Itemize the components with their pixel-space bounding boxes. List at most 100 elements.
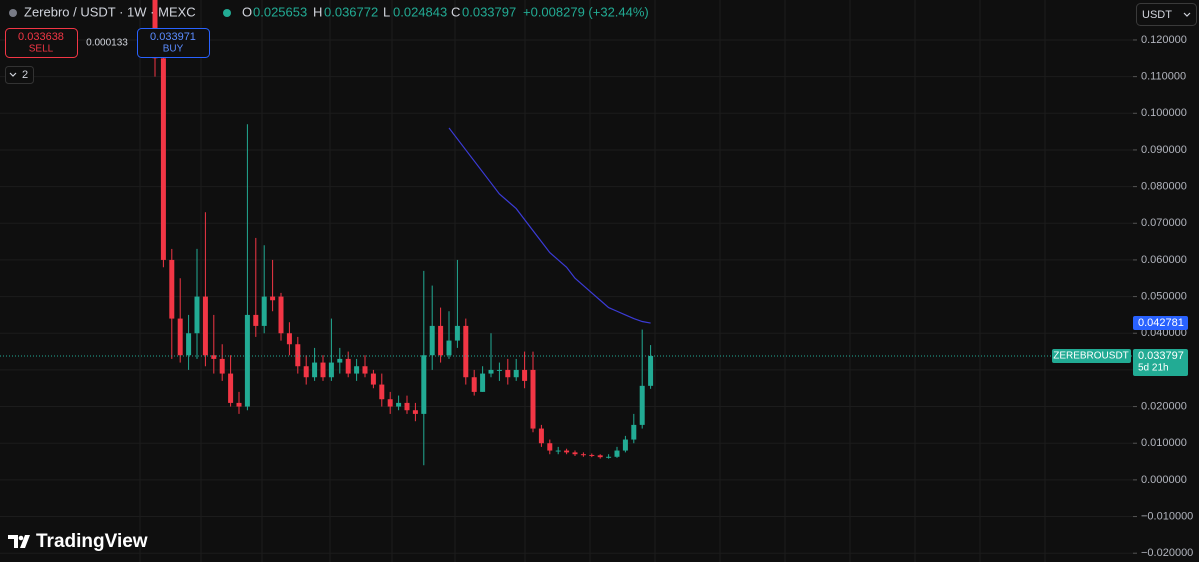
candle-body	[555, 450, 561, 452]
candle-body	[160, 58, 166, 260]
ma-line	[448, 127, 651, 324]
candle-body	[244, 314, 250, 407]
candle-body	[522, 369, 528, 381]
candle-body	[639, 385, 645, 425]
candle-body	[597, 455, 603, 458]
candle-body	[496, 369, 502, 371]
candle-body	[202, 296, 208, 356]
candle-body	[219, 358, 225, 374]
candle-body	[564, 450, 570, 453]
candle-body	[312, 362, 318, 378]
candle-body	[177, 318, 183, 356]
y-tick-label: 0.080000	[1141, 181, 1187, 193]
logo-dot	[18, 535, 24, 541]
y-tick-label: 0.070000	[1141, 217, 1187, 229]
buy-label: BUY	[163, 44, 184, 55]
indicator-count: 2	[22, 69, 28, 81]
sell-button[interactable]	[5, 28, 78, 58]
chevron	[1183, 12, 1191, 17]
candle-body	[622, 439, 628, 451]
y-tick-label: 0.050000	[1141, 290, 1187, 302]
candle-body	[412, 410, 418, 414]
candle-body	[438, 325, 444, 356]
candle-body	[421, 355, 427, 414]
candle-body	[186, 333, 192, 356]
candle-body	[530, 369, 536, 429]
candle-body	[169, 259, 175, 319]
ohlc-label: C	[451, 4, 460, 19]
logo: TradingView	[8, 531, 148, 552]
ma-price-label: 0.042781	[1138, 317, 1184, 329]
sell-label: SELL	[29, 44, 54, 55]
symbol-title: Zerebro / USDT · 1W · MEXC	[24, 4, 196, 19]
y-tick-label: −0.020000	[1141, 547, 1193, 559]
candle-body	[270, 296, 276, 301]
candle-body	[648, 355, 654, 386]
candle-body	[286, 333, 292, 345]
candle-body	[547, 443, 553, 451]
chevron	[9, 72, 17, 77]
candle-body	[429, 325, 435, 356]
last-price-label: 0.033797	[1138, 350, 1184, 362]
ohlc-label: H	[313, 4, 322, 19]
candle-body	[606, 456, 612, 458]
buy-button[interactable]	[137, 28, 210, 58]
candle-body	[404, 402, 410, 411]
countdown: 5d 21h	[1138, 363, 1169, 374]
change: +0.008279 (+32.44%)	[523, 4, 649, 19]
last-price-tag	[1133, 348, 1188, 376]
market-status	[223, 9, 231, 17]
symbol-label: ZEREBROUSDT	[1053, 351, 1129, 362]
candle-body	[572, 452, 578, 455]
plot	[0, 0, 1133, 466]
ohlc-value: 0.025653	[253, 4, 307, 19]
candle-body	[228, 373, 234, 403]
buy-price: 0.033971	[150, 31, 196, 43]
candle-body	[463, 325, 469, 378]
y-tick-label: 0.040000	[1141, 327, 1187, 339]
ohlc-value: 0.033797	[462, 4, 516, 19]
candle-body	[253, 314, 259, 326]
currency-select[interactable]	[1136, 3, 1197, 26]
symbol-icon	[9, 9, 17, 17]
y-tick-label: 0.090000	[1141, 144, 1187, 156]
ohlc-value: 0.024843	[393, 4, 447, 19]
candle-body	[194, 296, 200, 334]
candle-body	[396, 402, 402, 407]
candle-body	[236, 402, 242, 407]
ohlc-label: L	[383, 4, 390, 19]
candle-body	[345, 358, 351, 374]
ohlc-value: 0.036772	[324, 4, 378, 19]
candle-body	[454, 325, 460, 341]
y-tick-label: 0.010000	[1141, 437, 1187, 449]
symbol-tag	[1052, 348, 1131, 363]
candle-body	[538, 428, 544, 444]
candle-body	[387, 399, 393, 407]
spread: 0.000133	[86, 38, 128, 49]
indicators-toggle[interactable]	[5, 66, 34, 84]
candle-body	[354, 366, 360, 374]
ohlc-label: O	[242, 4, 252, 19]
ma-price-tag	[1133, 316, 1188, 331]
candle-body	[513, 369, 519, 378]
candle-body	[295, 344, 301, 367]
candle-body	[471, 377, 477, 392]
candle-body	[328, 362, 334, 378]
candle-body	[480, 373, 486, 392]
y-tick-label: −0.010000	[1141, 510, 1193, 522]
candle-body	[362, 366, 368, 374]
candle-body	[580, 454, 586, 456]
candle-body	[379, 384, 385, 400]
candle-body	[320, 362, 326, 378]
candle-body	[337, 358, 343, 363]
candle-body	[303, 366, 309, 378]
time-grid	[139, 0, 1046, 562]
y-tick-label: 0.110000	[1141, 71, 1186, 83]
candle-body	[446, 340, 452, 356]
sell-price: 0.033638	[18, 31, 64, 43]
y-tick-label: 0.020000	[1141, 400, 1187, 412]
price-axis: −0.020000 −0.010000 0.000000 0.010000 0.0200…	[1133, 0, 1199, 562]
y-tick-label: 0.100000	[1141, 107, 1187, 119]
